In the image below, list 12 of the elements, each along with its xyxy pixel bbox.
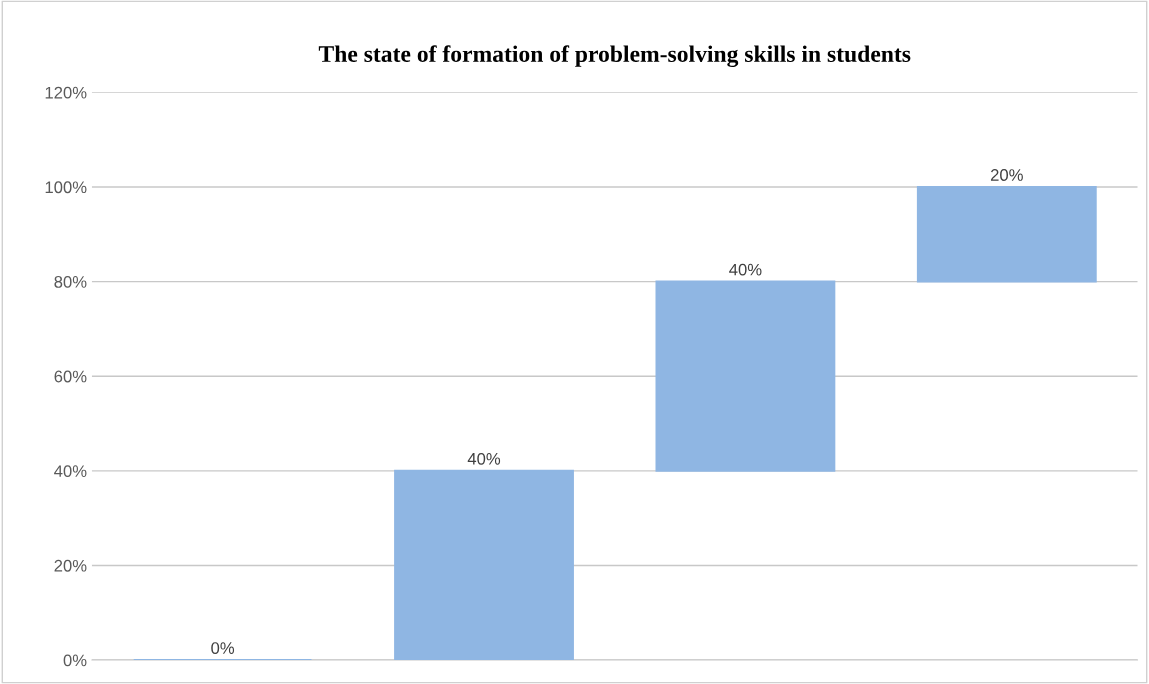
- data-label: 20%: [990, 169, 1023, 181]
- y-tick-label: 20%: [54, 559, 87, 572]
- data-label: 0%: [211, 642, 235, 654]
- y-tick-label: 60%: [54, 370, 87, 383]
- y-tick-label: 120%: [45, 86, 87, 99]
- y-tick-label: 40%: [54, 465, 87, 478]
- y-tick-label: 0%: [63, 654, 87, 667]
- data-label: 40%: [467, 452, 501, 465]
- y-tick-label: 80%: [54, 275, 87, 288]
- data-label: 40%: [729, 263, 762, 276]
- y-tick-label: 100%: [45, 181, 87, 194]
- chart-title: The state of formation of problem-solving skills in students: [318, 45, 911, 67]
